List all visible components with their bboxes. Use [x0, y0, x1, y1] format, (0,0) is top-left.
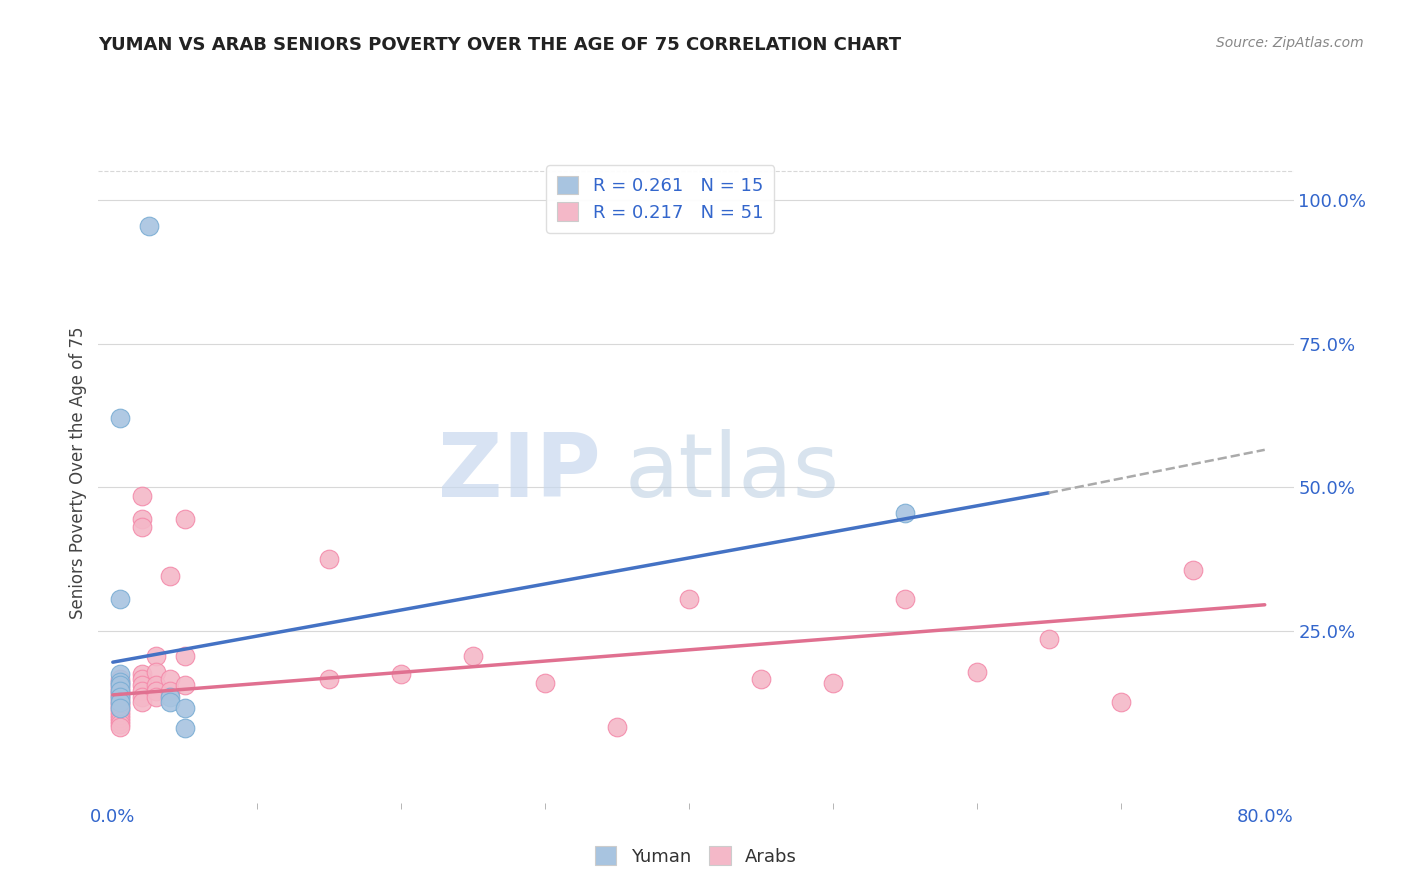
Point	[159, 569, 181, 583]
Point	[389, 666, 412, 681]
Point	[131, 684, 153, 698]
Point	[173, 649, 195, 664]
Point	[108, 682, 131, 697]
Point	[108, 697, 131, 711]
Point	[131, 695, 153, 709]
Point	[131, 520, 153, 534]
Y-axis label: Seniors Poverty Over the Age of 75: Seniors Poverty Over the Age of 75	[69, 326, 87, 619]
Point	[108, 695, 131, 709]
Point	[145, 684, 167, 698]
Point	[108, 720, 131, 734]
Point	[108, 675, 131, 690]
Text: YUMAN VS ARAB SENIORS POVERTY OVER THE AGE OF 75 CORRELATION CHART: YUMAN VS ARAB SENIORS POVERTY OVER THE A…	[98, 36, 901, 54]
Point	[108, 684, 131, 698]
Point	[159, 690, 181, 704]
Point	[145, 690, 167, 704]
Point	[108, 708, 131, 723]
Point	[318, 552, 340, 566]
Point	[159, 673, 181, 687]
Point	[108, 690, 131, 704]
Text: Source: ZipAtlas.com: Source: ZipAtlas.com	[1216, 36, 1364, 50]
Point	[108, 685, 131, 699]
Point	[173, 678, 195, 692]
Point	[533, 676, 555, 690]
Point	[108, 702, 131, 716]
Text: ZIP: ZIP	[437, 429, 600, 516]
Point	[108, 678, 131, 692]
Point	[131, 489, 153, 503]
Point	[893, 506, 915, 520]
Point	[108, 673, 131, 687]
Point	[131, 511, 153, 525]
Point	[108, 711, 131, 725]
Point	[893, 592, 915, 607]
Legend: Yuman, Arabs: Yuman, Arabs	[588, 839, 804, 873]
Point	[108, 701, 131, 715]
Point	[108, 676, 131, 690]
Point	[159, 695, 181, 709]
Point	[461, 649, 484, 664]
Point	[173, 721, 195, 735]
Point	[821, 676, 844, 690]
Point	[159, 684, 181, 698]
Point	[318, 673, 340, 687]
Point	[749, 673, 772, 687]
Point	[131, 690, 153, 704]
Point	[108, 691, 131, 706]
Point	[131, 666, 153, 681]
Point	[1109, 695, 1132, 709]
Point	[108, 714, 131, 728]
Point	[138, 219, 160, 233]
Point	[108, 411, 131, 425]
Point	[108, 666, 131, 681]
Point	[145, 678, 167, 692]
Point	[131, 673, 153, 687]
Point	[145, 665, 167, 679]
Point	[1038, 632, 1060, 647]
Point	[678, 592, 700, 607]
Point	[1181, 563, 1204, 577]
Point	[108, 592, 131, 607]
Point	[145, 649, 167, 664]
Point	[108, 705, 131, 719]
Text: atlas: atlas	[624, 429, 839, 516]
Point	[108, 680, 131, 694]
Point	[173, 701, 195, 715]
Point	[966, 665, 988, 679]
Point	[108, 693, 131, 707]
Point	[108, 699, 131, 714]
Point	[131, 678, 153, 692]
Point	[108, 716, 131, 731]
Point	[108, 689, 131, 703]
Point	[173, 511, 195, 525]
Point	[606, 720, 628, 734]
